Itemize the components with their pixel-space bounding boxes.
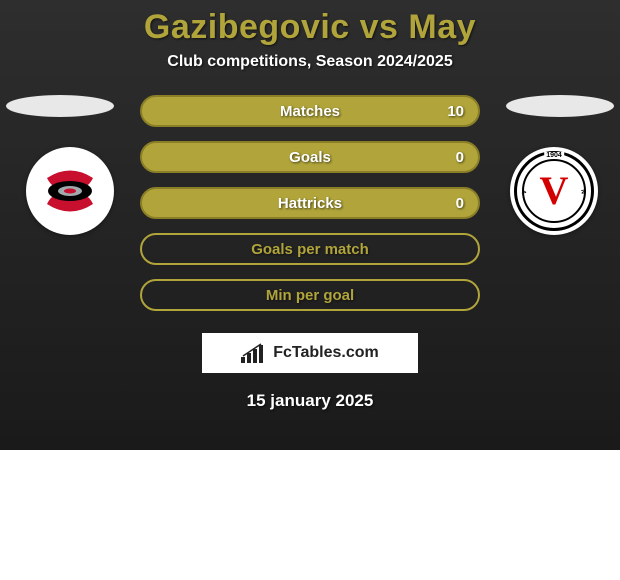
hurricane-logo-icon bbox=[37, 158, 103, 224]
stat-row-matches: Matches 10 bbox=[140, 95, 480, 127]
stat-label: Matches bbox=[280, 103, 340, 120]
brand-bars-icon bbox=[241, 343, 267, 363]
brand-text: FcTables.com bbox=[273, 344, 379, 362]
stats-area: 1904 V V N Matches 10 Goals 0 Hattricks … bbox=[0, 95, 620, 411]
right-ellipse-decor bbox=[506, 95, 614, 117]
stat-label: Goals bbox=[289, 149, 331, 166]
stat-row-goals-per-match: Goals per match bbox=[140, 233, 480, 265]
subtitle: Club competitions, Season 2024/2025 bbox=[0, 53, 620, 71]
badge-arc-text: N bbox=[579, 189, 586, 195]
brand-box: FcTables.com bbox=[202, 333, 418, 373]
comparison-card: Gazibegovic vs May Club competitions, Se… bbox=[0, 0, 620, 450]
date-text: 15 january 2025 bbox=[0, 391, 620, 411]
stat-row-hattricks: Hattricks 0 bbox=[140, 187, 480, 219]
stat-row-min-per-goal: Min per goal bbox=[140, 279, 480, 311]
stat-row-goals: Goals 0 bbox=[140, 141, 480, 173]
stat-rows: Matches 10 Goals 0 Hattricks 0 Goals per… bbox=[140, 95, 480, 311]
viktoria-koln-logo-icon: 1904 V V N bbox=[514, 151, 594, 231]
stat-label: Min per goal bbox=[266, 287, 354, 304]
right-team-badge: 1904 V V N bbox=[510, 147, 598, 235]
badge-year: 1904 bbox=[544, 152, 564, 159]
stat-label: Goals per match bbox=[251, 241, 369, 258]
stat-value: 0 bbox=[456, 195, 464, 212]
left-ellipse-decor bbox=[6, 95, 114, 117]
page-title: Gazibegovic vs May bbox=[0, 8, 620, 47]
badge-arc-text: V bbox=[522, 189, 529, 195]
left-team-badge bbox=[26, 147, 114, 235]
stat-value: 10 bbox=[447, 103, 464, 120]
stat-value: 0 bbox=[456, 149, 464, 166]
badge-letter: V bbox=[540, 171, 569, 211]
stat-label: Hattricks bbox=[278, 195, 342, 212]
